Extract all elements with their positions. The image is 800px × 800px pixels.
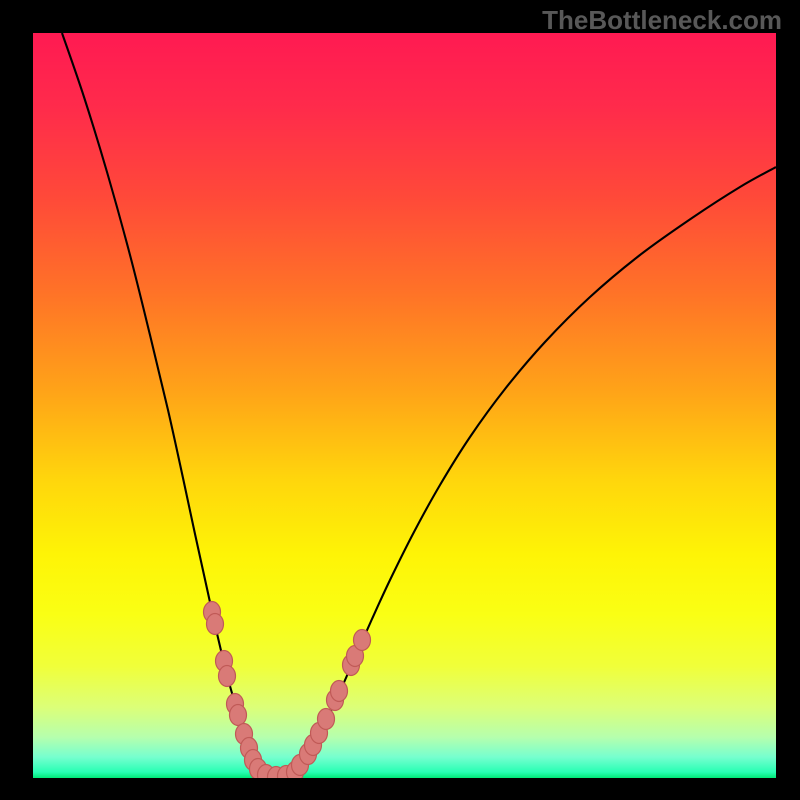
curve-marker [331, 681, 348, 702]
curve-marker [354, 630, 371, 651]
plot-frame [33, 33, 776, 778]
curve-marker [318, 709, 335, 730]
curve-marker [230, 705, 247, 726]
curve-overlay [33, 33, 776, 778]
curve-marker [219, 666, 236, 687]
v-curve [62, 33, 776, 776]
curve-marker [207, 614, 224, 635]
watermark-text: TheBottleneck.com [542, 5, 782, 36]
